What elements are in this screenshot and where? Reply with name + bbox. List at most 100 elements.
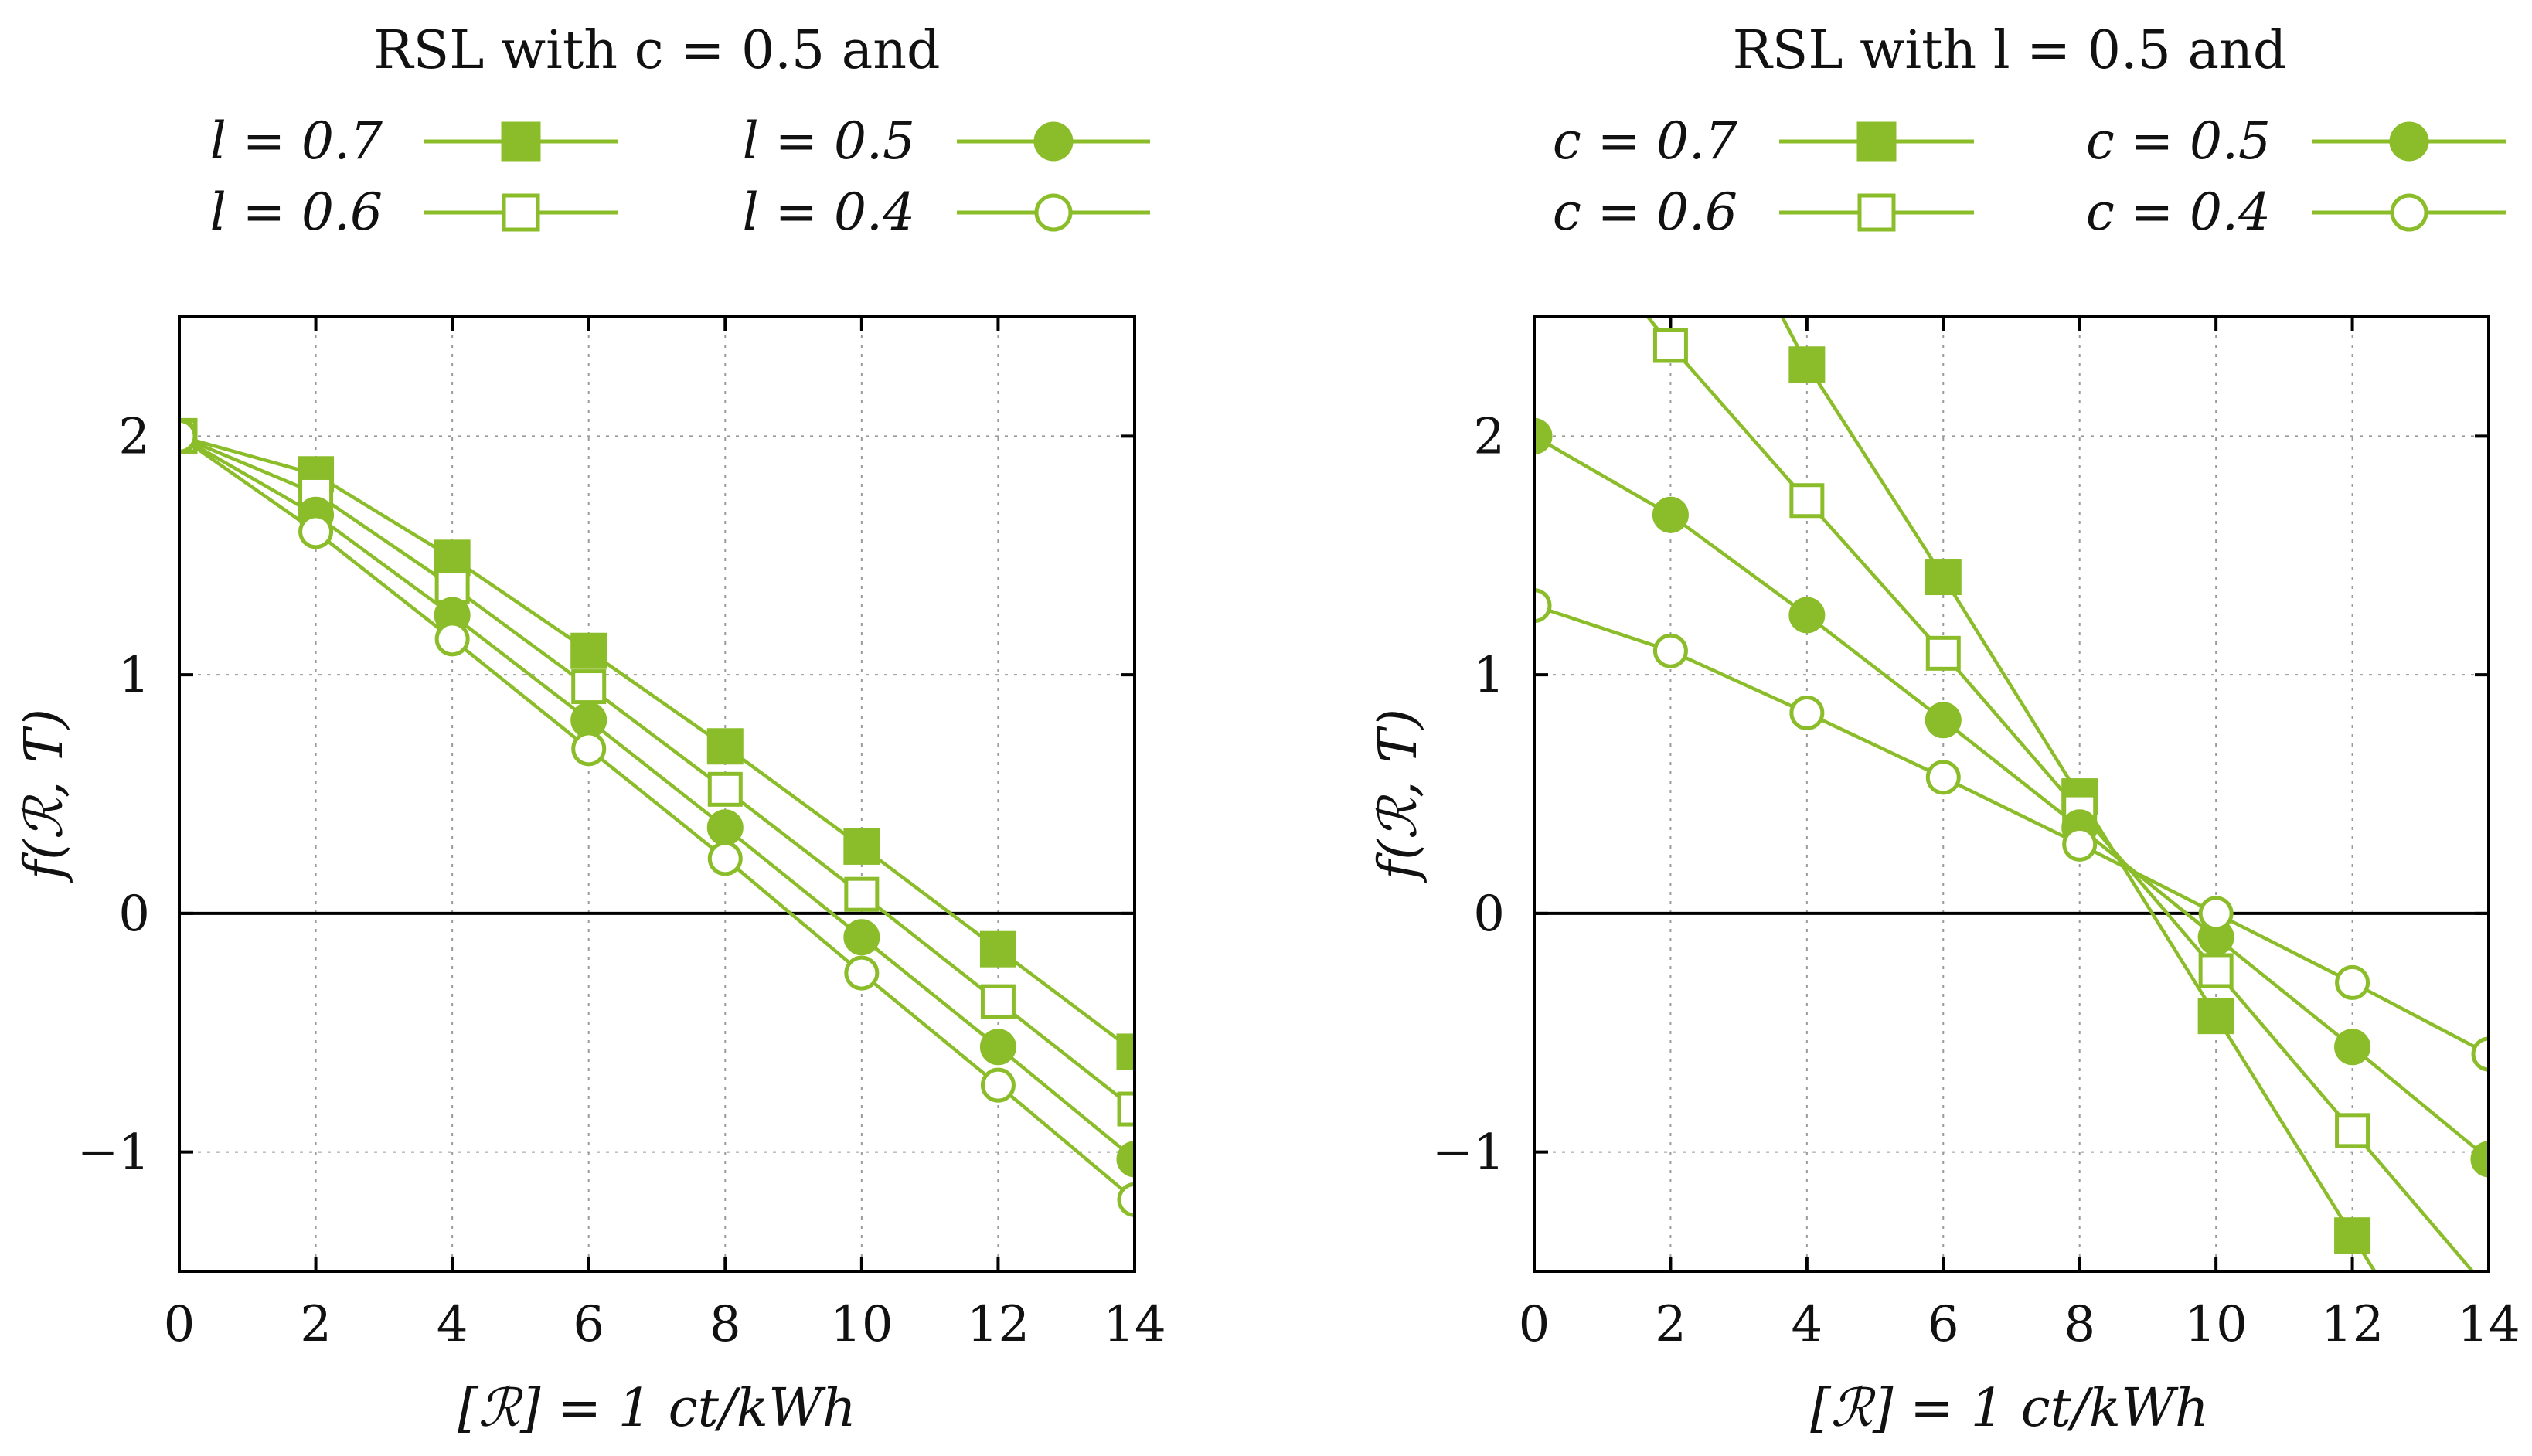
y-tick-label: 2	[118, 408, 150, 465]
data-point	[1116, 1141, 1135, 1178]
series-line	[1780, 317, 2377, 1271]
x-tick-label: 4	[1791, 1296, 1822, 1353]
legend-swatch-marker	[1034, 193, 1073, 232]
data-point	[2335, 1113, 2370, 1148]
data-point	[843, 919, 880, 956]
chart-title: RSL with l = 0.5 and	[1733, 20, 2287, 81]
data-point	[980, 984, 1016, 1019]
data-point	[2471, 1036, 2489, 1072]
series-line	[1645, 317, 2475, 1271]
x-tick-label: 0	[164, 1296, 196, 1353]
x-tick-label: 6	[573, 1296, 604, 1353]
x-axis-label: [ℛ] = 1 ct/kWh	[1810, 1378, 2209, 1439]
data-point	[1789, 696, 1825, 731]
series-2	[179, 418, 1135, 1127]
legend-swatch-marker	[1856, 121, 1897, 162]
y-tick-label: 0	[118, 886, 150, 943]
chart-title: RSL with c = 0.5 and	[373, 20, 940, 81]
series-3	[1534, 417, 2489, 1178]
legend-swatch-marker	[501, 121, 541, 162]
legend: l = 0.7 l = 0.6 l = 0.5 l = 0.4	[210, 111, 1150, 242]
data-point	[571, 731, 607, 767]
legend-swatch-marker	[502, 193, 540, 232]
legend-label: c = 0.5	[2086, 111, 2271, 171]
y-tick-label: −1	[1432, 1124, 1505, 1182]
legend-item: c = 0.4	[2086, 182, 2506, 242]
data-point	[1116, 1033, 1135, 1070]
data-point	[2198, 953, 2234, 988]
x-tick-label: 14	[1103, 1296, 1166, 1353]
x-tick-label: 8	[710, 1296, 741, 1353]
legend-item: c = 0.5	[2086, 111, 2506, 171]
data-point	[706, 809, 744, 846]
data-point	[1925, 635, 1961, 671]
data-point	[1788, 597, 1826, 634]
plot-frame	[1533, 315, 2490, 1273]
data-point	[179, 418, 197, 454]
legend-item: l = 0.5	[743, 111, 1150, 171]
x-tick-label: 14	[2457, 1296, 2520, 1353]
data-point	[1925, 702, 1962, 739]
legend-swatch-marker	[1857, 193, 1896, 232]
data-point	[2198, 896, 2234, 931]
data-point	[298, 514, 334, 549]
legend-label: l = 0.5	[743, 111, 915, 171]
series-line	[1534, 434, 2489, 1161]
data-point	[1788, 346, 1826, 383]
data-point	[844, 955, 880, 991]
data-point	[979, 1029, 1016, 1066]
legend-swatch-marker	[2389, 121, 2429, 162]
legend-item: l = 0.4	[743, 182, 1150, 242]
grid	[1534, 317, 2489, 1271]
x-tick-label: 10	[830, 1296, 893, 1353]
series-4	[1534, 588, 2489, 1072]
data-point	[707, 771, 743, 807]
x-tick-label: 8	[2064, 1296, 2095, 1353]
x-tick-label: 10	[2184, 1296, 2247, 1353]
x-tick-label: 2	[1655, 1296, 1686, 1353]
data-point	[1652, 328, 1688, 363]
data-point	[979, 930, 1016, 968]
y-tick-label: 0	[1473, 886, 1505, 943]
data-point	[844, 876, 880, 912]
legend-label: c = 0.6	[1553, 182, 1737, 242]
x-tick-label: 12	[967, 1296, 1029, 1353]
data-point	[2197, 998, 2234, 1035]
data-point	[571, 669, 607, 705]
data-point	[2470, 1141, 2489, 1178]
series-2	[1645, 317, 2475, 1271]
data-point	[2334, 1029, 2371, 1066]
data-point	[707, 841, 743, 876]
y-axis-label: f(ℛ, Ƭ)	[14, 709, 75, 883]
series-line	[179, 434, 1135, 1111]
series-line	[179, 434, 1135, 1202]
data-point	[1652, 633, 1688, 668]
data-point	[2335, 964, 2370, 1000]
series-line	[179, 434, 1135, 1161]
x-tick-label: 4	[437, 1296, 468, 1353]
series-1	[1780, 317, 2377, 1271]
legend-item: l = 0.6	[210, 182, 618, 242]
plot-frame	[178, 315, 1136, 1273]
data-point	[1117, 1182, 1135, 1217]
legend-label: l = 0.4	[743, 182, 915, 242]
y-tick-label: 1	[1473, 647, 1505, 704]
legend: c = 0.7 c = 0.6 c = 0.5 c = 0.4	[1553, 111, 2506, 242]
data-point	[1789, 483, 1825, 519]
legend-swatch-marker	[2390, 193, 2428, 232]
x-tick-label: 2	[300, 1296, 332, 1353]
data-point	[1117, 1091, 1135, 1127]
series-4	[179, 418, 1135, 1217]
legend-item: c = 0.6	[1553, 182, 1974, 242]
legend-item: c = 0.7	[1553, 111, 1974, 171]
y-tick-label: 2	[1473, 408, 1505, 465]
data-point	[434, 621, 470, 657]
data-point	[1925, 559, 1962, 596]
y-tick-label: −1	[77, 1124, 150, 1182]
legend-label: l = 0.7	[210, 111, 383, 171]
x-tick-label: 6	[1928, 1296, 1959, 1353]
legend-item: l = 0.7	[210, 111, 618, 171]
